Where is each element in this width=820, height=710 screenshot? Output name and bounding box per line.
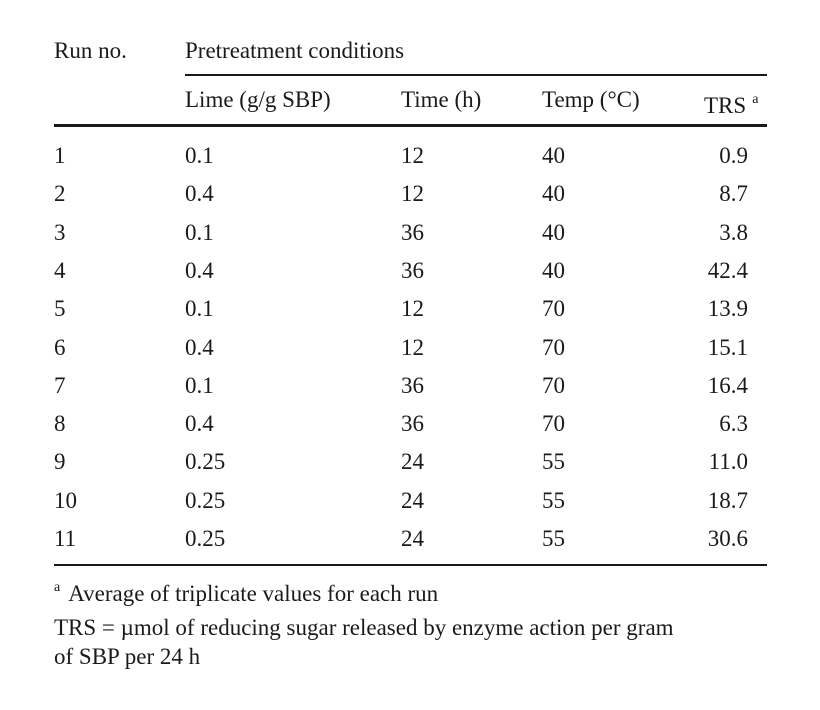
cell-time: 12: [401, 181, 424, 206]
cell-trs: 6.3: [719, 411, 748, 436]
cell-time: 24: [401, 449, 424, 474]
cell-trs: 8.7: [719, 181, 748, 206]
cell-lime: 0.1: [185, 220, 214, 245]
cell-temp: 70: [542, 296, 565, 321]
cell-temp: 70: [542, 411, 565, 436]
cell-lime: 0.25: [185, 488, 226, 513]
cell-run: 6: [54, 335, 66, 360]
cell-temp: 70: [542, 335, 565, 360]
header-temp: Temp (°C): [542, 87, 640, 112]
cell-trs: 3.8: [719, 220, 748, 245]
cell-time: 12: [401, 335, 424, 360]
footnote-a-marker: a: [54, 580, 61, 595]
cell-trs: 0.9: [719, 143, 748, 168]
cell-temp: 40: [542, 220, 565, 245]
cell-run: 2: [54, 181, 66, 206]
cell-run: 10: [54, 488, 77, 513]
cell-lime: 0.4: [185, 258, 214, 283]
cell-run: 5: [54, 296, 66, 321]
cell-time: 24: [401, 526, 424, 551]
cell-trs: 13.9: [707, 296, 748, 321]
header-rule: [54, 124, 767, 127]
cell-lime: 0.25: [185, 449, 226, 474]
header-run-no: Run no.: [54, 38, 127, 63]
cell-temp: 70: [542, 373, 565, 398]
cell-lime: 0.1: [185, 143, 214, 168]
cell-run: 8: [54, 411, 66, 436]
cell-lime: 0.1: [185, 373, 214, 398]
cell-lime: 0.1: [185, 296, 214, 321]
cell-trs: 16.4: [707, 373, 748, 398]
cell-temp: 40: [542, 258, 565, 283]
cell-time: 36: [401, 258, 424, 283]
cell-trs: 42.4: [707, 258, 748, 283]
cell-run: 3: [54, 220, 66, 245]
cell-temp: 55: [542, 449, 565, 474]
header-time: Time (h): [401, 87, 482, 112]
cell-time: 36: [401, 220, 424, 245]
cell-time: 36: [401, 373, 424, 398]
cell-run: 11: [54, 526, 77, 551]
cell-run: 7: [54, 373, 66, 398]
header-trs-label: TRS: [704, 93, 747, 118]
cell-trs: 30.6: [707, 526, 748, 551]
cell-temp: 40: [542, 181, 565, 206]
cell-time: 12: [401, 296, 424, 321]
cell-trs: 18.7: [707, 488, 748, 513]
header-trs: TRS a: [704, 87, 758, 119]
header-lime: Lime (g/g SBP): [185, 87, 331, 112]
cell-lime: 0.4: [185, 181, 214, 206]
cell-time: 24: [401, 488, 424, 513]
cell-lime: 0.25: [185, 526, 226, 551]
footnote-trs-line-2: of SBP per 24 h: [54, 644, 201, 669]
cell-trs: 11.0: [708, 449, 748, 474]
cell-trs: 15.1: [707, 335, 748, 360]
cell-time: 12: [401, 143, 424, 168]
group-header-rule: [185, 74, 767, 76]
cell-lime: 0.4: [185, 335, 214, 360]
cell-run: 4: [54, 258, 66, 283]
footnote-trs-line-1: TRS = µmol of reducing sugar released by…: [54, 615, 674, 640]
cell-temp: 55: [542, 488, 565, 513]
cell-temp: 55: [542, 526, 565, 551]
header-pretreatment-conditions: Pretreatment conditions: [185, 38, 405, 63]
cell-run: 9: [54, 449, 66, 474]
header-trs-footnote-marker: a: [752, 92, 759, 107]
cell-run: 1: [54, 143, 66, 168]
cell-lime: 0.4: [185, 411, 214, 436]
footnote-a-text: Average of triplicate values for each ru…: [68, 581, 439, 606]
cell-temp: 40: [542, 143, 565, 168]
footnote-a: a Average of triplicate values for each r…: [54, 573, 438, 609]
cell-time: 36: [401, 411, 424, 436]
table-bottom-rule: [54, 564, 767, 566]
